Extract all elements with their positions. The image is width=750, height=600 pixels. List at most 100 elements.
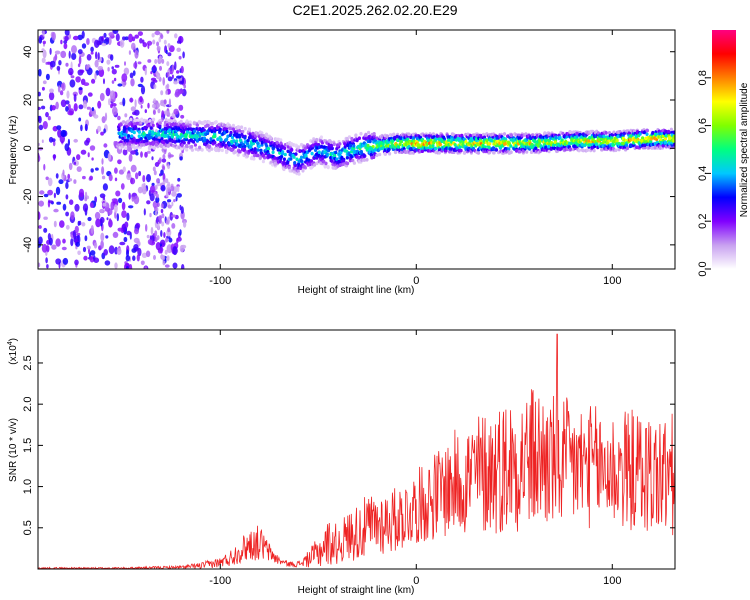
spectrogram-noise-blob <box>93 114 99 119</box>
spectrogram-ridge-cell <box>488 142 492 146</box>
spectrogram-y-tick-label: -40 <box>22 237 34 253</box>
spectrogram-y-tick-label: -20 <box>22 189 34 205</box>
spectrogram-noise-blob <box>142 42 148 48</box>
spectrogram-noise-blob <box>101 158 104 165</box>
spectrogram-noise-blob <box>154 230 158 237</box>
spectrogram-noise-blob <box>38 106 42 111</box>
spectrogram-ridge-cell <box>297 145 301 149</box>
spectrogram-ridge-cell <box>170 135 174 139</box>
spectrogram-ridge-cell <box>154 142 159 147</box>
spectrogram-noise-blob <box>41 243 48 253</box>
spectrogram-noise-blob <box>77 34 83 41</box>
spectrogram-ridge-cell <box>329 140 333 144</box>
spectrogram-ridge-cell <box>568 147 573 151</box>
spectrogram-noise-blob <box>91 157 94 161</box>
spectrogram-noise-blob <box>149 193 155 202</box>
spectrogram-noise-blob <box>51 105 56 111</box>
spectrogram-ridge-cell <box>462 151 467 155</box>
spectrogram-noise-blob <box>160 34 164 40</box>
spectrogram-ridge-cell <box>253 153 257 158</box>
spectrogram-ridge-cell <box>375 136 379 140</box>
spectrogram-noise-blob <box>122 97 126 107</box>
spectrogram-ridge-cell <box>529 150 534 154</box>
spectrogram-noise-blob <box>152 79 158 83</box>
spectrogram-noise-blob <box>140 260 145 266</box>
spectrogram-ridge-cell <box>220 148 224 153</box>
spectrogram-ridge-cell <box>370 147 374 151</box>
spectrogram-y-tick-label: 0 <box>22 145 34 151</box>
spectrogram-ridge-cell <box>286 145 290 149</box>
spectrogram-noise-blob <box>162 165 166 171</box>
spectrogram-noise-blob <box>108 32 115 37</box>
spectrogram-noise-blob <box>139 96 143 103</box>
spectrogram-noise-blob <box>91 107 94 112</box>
spectrogram-ridge-cell <box>492 150 496 155</box>
spectrogram-noise-blob <box>62 257 69 265</box>
spectrogram-ridge-cell <box>431 144 435 148</box>
spectrogram-noise-blob <box>38 115 42 124</box>
spectrogram-ridge-cell <box>253 147 257 152</box>
spectrogram-ridge-cell <box>273 156 277 160</box>
spectrogram-ridge-cell <box>398 142 402 147</box>
spectrogram-ridge-cell <box>476 151 481 155</box>
spectrogram-noise-blob <box>45 111 49 118</box>
spectrogram-noise-blob <box>90 51 94 55</box>
spectrogram-noise-blob <box>89 175 93 181</box>
spectrogram-ridge-cell <box>248 145 253 150</box>
chart-title: C2E1.2025.262.02.20.E29 <box>292 2 457 18</box>
spectrogram-noise-blob <box>166 255 170 261</box>
spectrogram-ridge-cell <box>259 148 263 153</box>
spectrogram-noise-blob <box>171 223 176 229</box>
spectrogram-ridge-cell <box>625 146 630 151</box>
spectrogram-ridge-cell <box>208 144 212 149</box>
spectrogram-noise-blob <box>102 202 107 207</box>
spectrogram-ridge-cell <box>130 134 134 138</box>
spectrogram-noise-blob <box>119 39 125 48</box>
spectrogram-ridge-cell <box>246 138 250 143</box>
spectrogram-noise-blob <box>128 33 133 43</box>
spectrogram-noise-blob <box>84 197 88 202</box>
spectrogram-ridge-cell <box>168 128 172 132</box>
spectrogram-noise-blob <box>103 143 108 148</box>
spectrogram-ridge-cell <box>502 132 507 136</box>
spectrogram-noise-blob <box>103 128 106 134</box>
spectrogram-noise-blob <box>152 110 156 115</box>
spectrogram-x-axis-label: Height of straight line (km) <box>298 285 415 296</box>
spectrogram-ridge-cell <box>345 155 349 160</box>
spectrogram-noise-blob <box>90 250 96 256</box>
spectrogram-noise-blob <box>176 237 179 244</box>
spectrogram-noise-blob <box>73 103 78 112</box>
spectrogram-ridge-cell <box>227 141 231 146</box>
spectrogram-ridge-cell <box>166 144 170 148</box>
spectrogram-ridge-cell <box>340 148 344 152</box>
spectrogram-noise-blob <box>80 124 83 132</box>
spectrogram-noise-blob <box>105 235 109 239</box>
spectrogram-ridge-cell <box>509 133 513 138</box>
spectrogram-ridge-cell <box>299 155 304 160</box>
spectrogram-marks <box>38 30 675 269</box>
spectrogram-noise-blob <box>140 76 144 83</box>
spectrogram-ridge-cell <box>394 150 398 155</box>
spectrogram-noise-blob <box>157 108 161 114</box>
spectrogram-noise-blob <box>162 260 166 266</box>
spectrogram-ridge-cell <box>252 156 256 161</box>
spectrogram-noise-blob <box>174 61 177 71</box>
spectrogram-noise-blob <box>114 177 118 182</box>
spectrogram-ridge-cell <box>297 172 301 176</box>
spectrogram-ridge-cell <box>407 132 411 136</box>
spectrogram-ridge-cell <box>645 132 649 137</box>
spectrogram-ridge-cell <box>151 123 155 128</box>
spectrogram-noise-blob <box>56 125 62 130</box>
spectrogram-ridge-cell <box>298 149 302 153</box>
spectrogram-noise-blob <box>166 110 170 116</box>
spectrogram-ridge-cell <box>121 136 125 141</box>
spectrogram-ridge-cell <box>136 118 140 122</box>
spectrogram-ridge-cell <box>602 134 606 139</box>
spectrogram-ridge-cell <box>131 138 135 143</box>
spectrogram-noise-blob <box>177 177 181 182</box>
spectrogram-ridge-cell <box>587 139 591 143</box>
snr-scale-label: (x104) <box>7 338 19 365</box>
spectrogram-noise-blob <box>111 66 114 70</box>
spectrogram-noise-blob <box>161 221 165 227</box>
spectrogram-noise-blob <box>78 104 84 110</box>
